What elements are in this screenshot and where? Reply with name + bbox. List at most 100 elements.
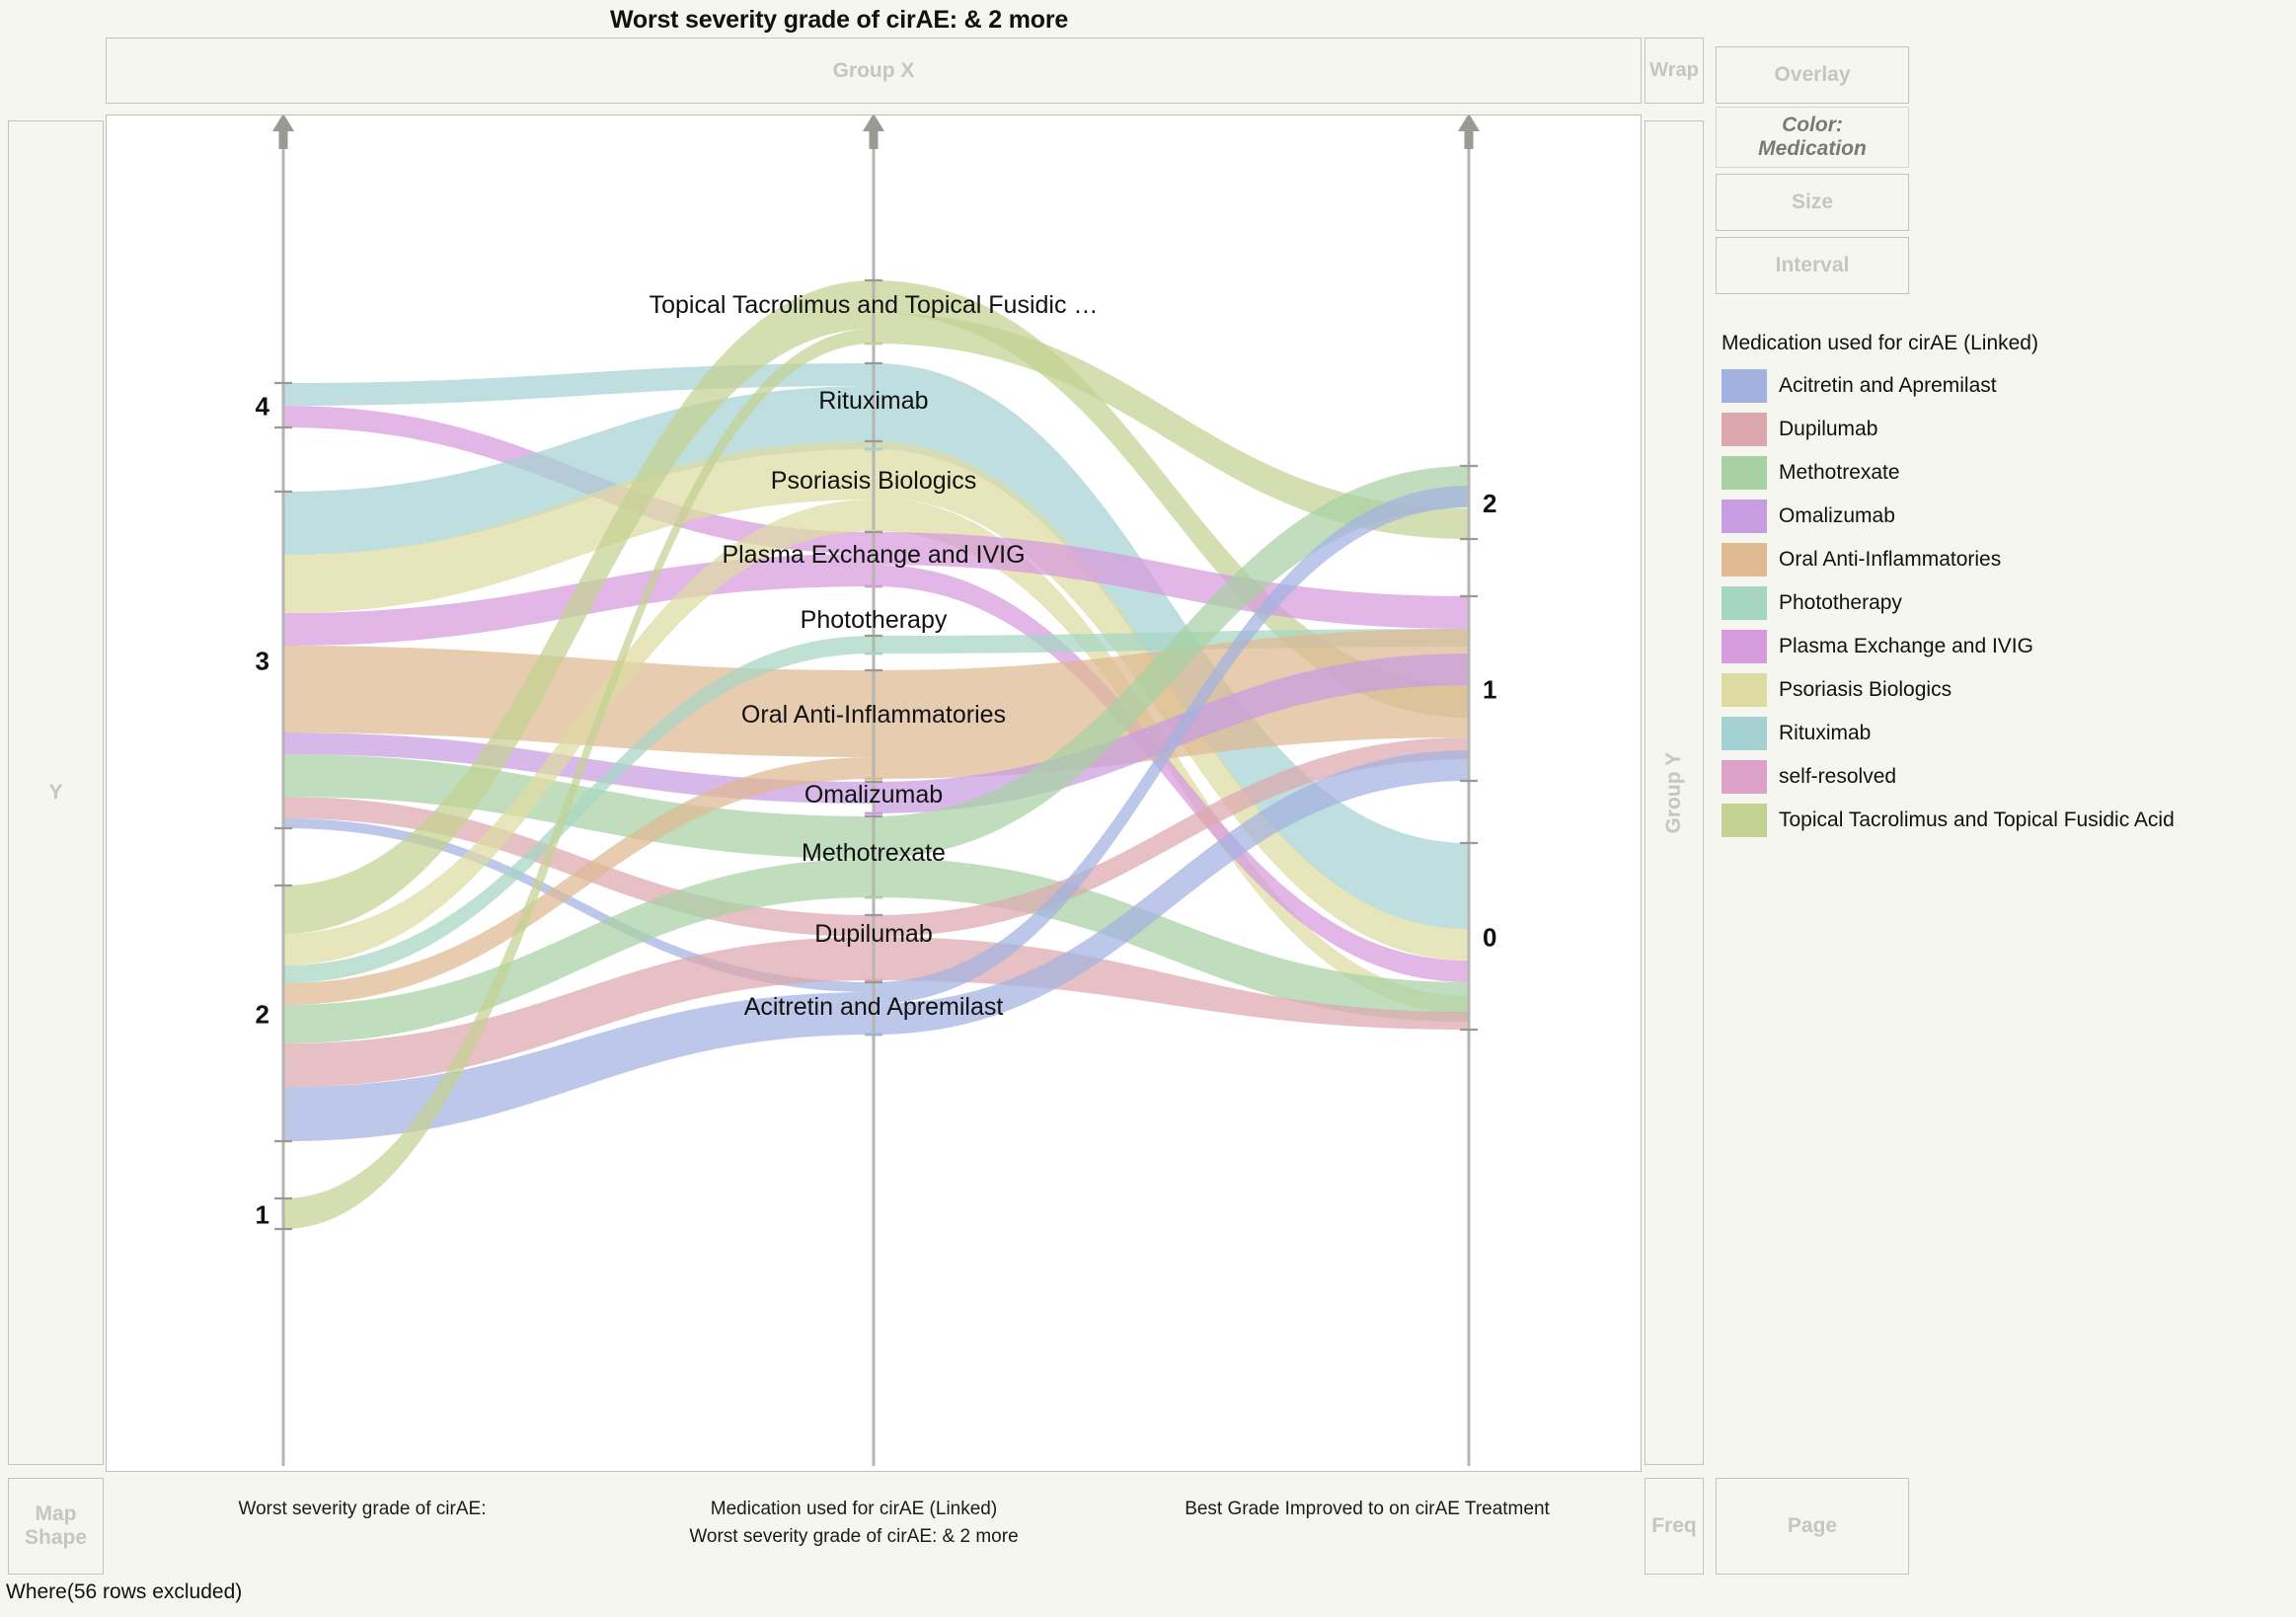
stage2-node-label[interactable]: Psoriasis Biologics [771,467,976,495]
legend-swatch-5 [1722,586,1767,620]
axis-caption-line: Worst severity grade of cirAE: & 2 more [689,1525,1019,1547]
dropzone-group-x-label: Group X [832,58,915,82]
stage2-node-label[interactable]: Acitretin and Apremilast [744,993,1004,1021]
dropzone-page[interactable]: Page [1716,1478,1909,1575]
sankey-chart: 4 3 2 1 2 1 0 Topical Tacrolimus and Topical Fu… [256,116,1496,1466]
sankey-ribbon[interactable] [874,486,1469,1004]
dropzone-group-x[interactable]: Group X [106,38,1642,104]
dropzone-color-label-line2: Medication [1758,137,1867,160]
legend-swatch-6 [1722,630,1767,663]
dropzone-overlay[interactable]: Overlay [1716,46,1909,104]
sankey-ribbon[interactable] [874,280,1469,718]
legend-item[interactable]: Methotrexate [1722,451,2289,495]
stage2-node-label[interactable]: Phototherapy [801,606,948,634]
sankey-ribbon[interactable] [874,629,1469,779]
sankey-ribbon[interactable] [874,466,1469,858]
stage2-nodes: Topical Tacrolimus and Topical Fusidic …… [650,278,1099,1037]
legend-item[interactable]: Phototherapy [1722,581,2289,625]
axis-arrow-1[interactable] [863,116,884,149]
legend-label: Acitretin and Apremilast [1779,374,1997,397]
legend-swatch-7 [1722,673,1767,707]
stage1-node-label-2: 2 [256,1000,269,1030]
dropzone-color[interactable]: Color: Medication [1716,107,1909,168]
dropzone-size-label: Size [1791,191,1834,213]
legend-label: Oral Anti-Inflammatories [1779,548,2002,571]
dropzone-interval[interactable]: Interval [1716,237,1909,294]
dropzone-color-label-line1: Color: [1782,114,1843,137]
dropzone-wrap[interactable]: Wrap [1645,38,1704,104]
stage2-node-label[interactable]: Rituximab [818,387,928,415]
axis-caption-stage2: Medication used for cirAE (Linked) Worst … [597,1496,1110,1550]
legend-item[interactable]: self-resolved [1722,755,2289,799]
stage3-node-label-0: 0 [1483,923,1496,953]
stage2-node-label[interactable]: Oral Anti-Inflammatories [741,701,1006,729]
stage2-node-label[interactable]: Omalizumab [804,781,943,808]
stage3-node-label-1: 1 [1483,675,1496,705]
sankey-ribbon[interactable] [874,750,1469,1035]
sankey-ribbon[interactable] [283,386,874,555]
dropzone-overlay-label: Overlay [1774,63,1851,86]
stage1-node-label-1: 1 [256,1200,269,1230]
legend-item[interactable]: Omalizumab [1722,495,2289,538]
sankey-ribbon[interactable] [283,757,874,1005]
sankey-ribbon[interactable] [283,280,874,934]
dropzone-interval-label: Interval [1775,254,1850,276]
dropzone-page-label: Page [1787,1514,1838,1537]
legend-title: Medication used for cirAE (Linked) [1722,332,2038,354]
stage2-node-label[interactable]: Plasma Exchange and IVIG [722,541,1025,569]
axis-arrow-0[interactable] [272,116,294,149]
dropzone-map-shape[interactable]: Map Shape [8,1478,104,1575]
sankey-ribbon[interactable] [283,646,874,757]
legend-item[interactable]: Rituximab [1722,712,2289,755]
legend-items: Acitretin and Apremilast Dupilumab Methotr… [1722,364,2289,842]
legend-label: Topical Tacrolimus and Topical Fusidic A… [1779,808,2175,831]
dropzone-y-label: Y [48,781,63,804]
sankey-ribbon[interactable] [874,313,1469,539]
sankey-ribbon[interactable] [283,500,874,965]
legend-swatch-3 [1722,500,1767,533]
legend-item[interactable]: Topical Tacrolimus and Topical Fusidic A… [1722,799,2289,842]
axis-caption-stage3: Best Grade Improved to on cirAE Treatmen… [1093,1496,1642,1523]
sankey-ribbon[interactable] [874,937,1469,1030]
sankey-plot-frame: 4 3 2 1 2 1 0 Topical Tacrolimus and Topical Fu… [106,115,1642,1472]
legend-swatch-9 [1722,760,1767,794]
stage3-node: 2 1 0 [1460,464,1496,1032]
stage3-node-label-2: 2 [1483,489,1496,518]
stage1-node-label-3: 3 [256,647,269,676]
legend-label: Phototherapy [1779,591,1902,614]
legend-label: Dupilumab [1779,418,1878,440]
sankey-ribbon[interactable] [874,737,1469,937]
legend-item[interactable]: Acitretin and Apremilast [1722,364,2289,408]
dropzone-group-y[interactable]: Group Y [1645,120,1704,1465]
stage2-node-label[interactable]: Dupilumab [814,920,933,948]
sankey-ribbon[interactable] [283,329,874,1229]
stage2-node-label[interactable]: Topical Tacrolimus and Topical Fusidic … [650,291,1099,319]
dropzone-y[interactable]: Y [8,120,104,1465]
sankey-ribbon[interactable] [874,532,1469,629]
legend-item[interactable]: Dupilumab [1722,408,2289,451]
sankey-ribbon[interactable] [874,654,1469,813]
legend-label: Rituximab [1779,722,1872,744]
legend-label: self-resolved [1779,765,1897,788]
dropzone-size[interactable]: Size [1716,174,1909,231]
dropzone-freq-label: Freq [1651,1514,1697,1537]
legend-item[interactable]: Psoriasis Biologics [1722,668,2289,712]
sankey-ribbon[interactable] [283,636,874,983]
legend-swatch-2 [1722,456,1767,490]
row-exclusion-status: Where(56 rows excluded) [6,1580,243,1603]
sankey-ribbon[interactable] [283,441,874,613]
sankey-ribbon[interactable] [874,565,1469,982]
axis-caption-line: Medication used for cirAE (Linked) [710,1499,998,1519]
legend-swatch-10 [1722,804,1767,837]
legend-item[interactable]: Plasma Exchange and IVIG [1722,625,2289,668]
stage2-node-label[interactable]: Methotrexate [802,839,946,867]
sankey-ribbon[interactable] [283,818,874,992]
legend-swatch-1 [1722,413,1767,446]
dropzone-freq[interactable]: Freq [1645,1478,1704,1575]
legend-item[interactable]: Oral Anti-Inflammatories [1722,538,2289,581]
legend-swatch-4 [1722,543,1767,577]
dropzone-wrap-label: Wrap [1649,59,1699,81]
sankey-ribbon[interactable] [283,937,874,1087]
axis-arrow-2[interactable] [1458,116,1480,149]
sankey-ribbon[interactable] [283,859,874,1043]
